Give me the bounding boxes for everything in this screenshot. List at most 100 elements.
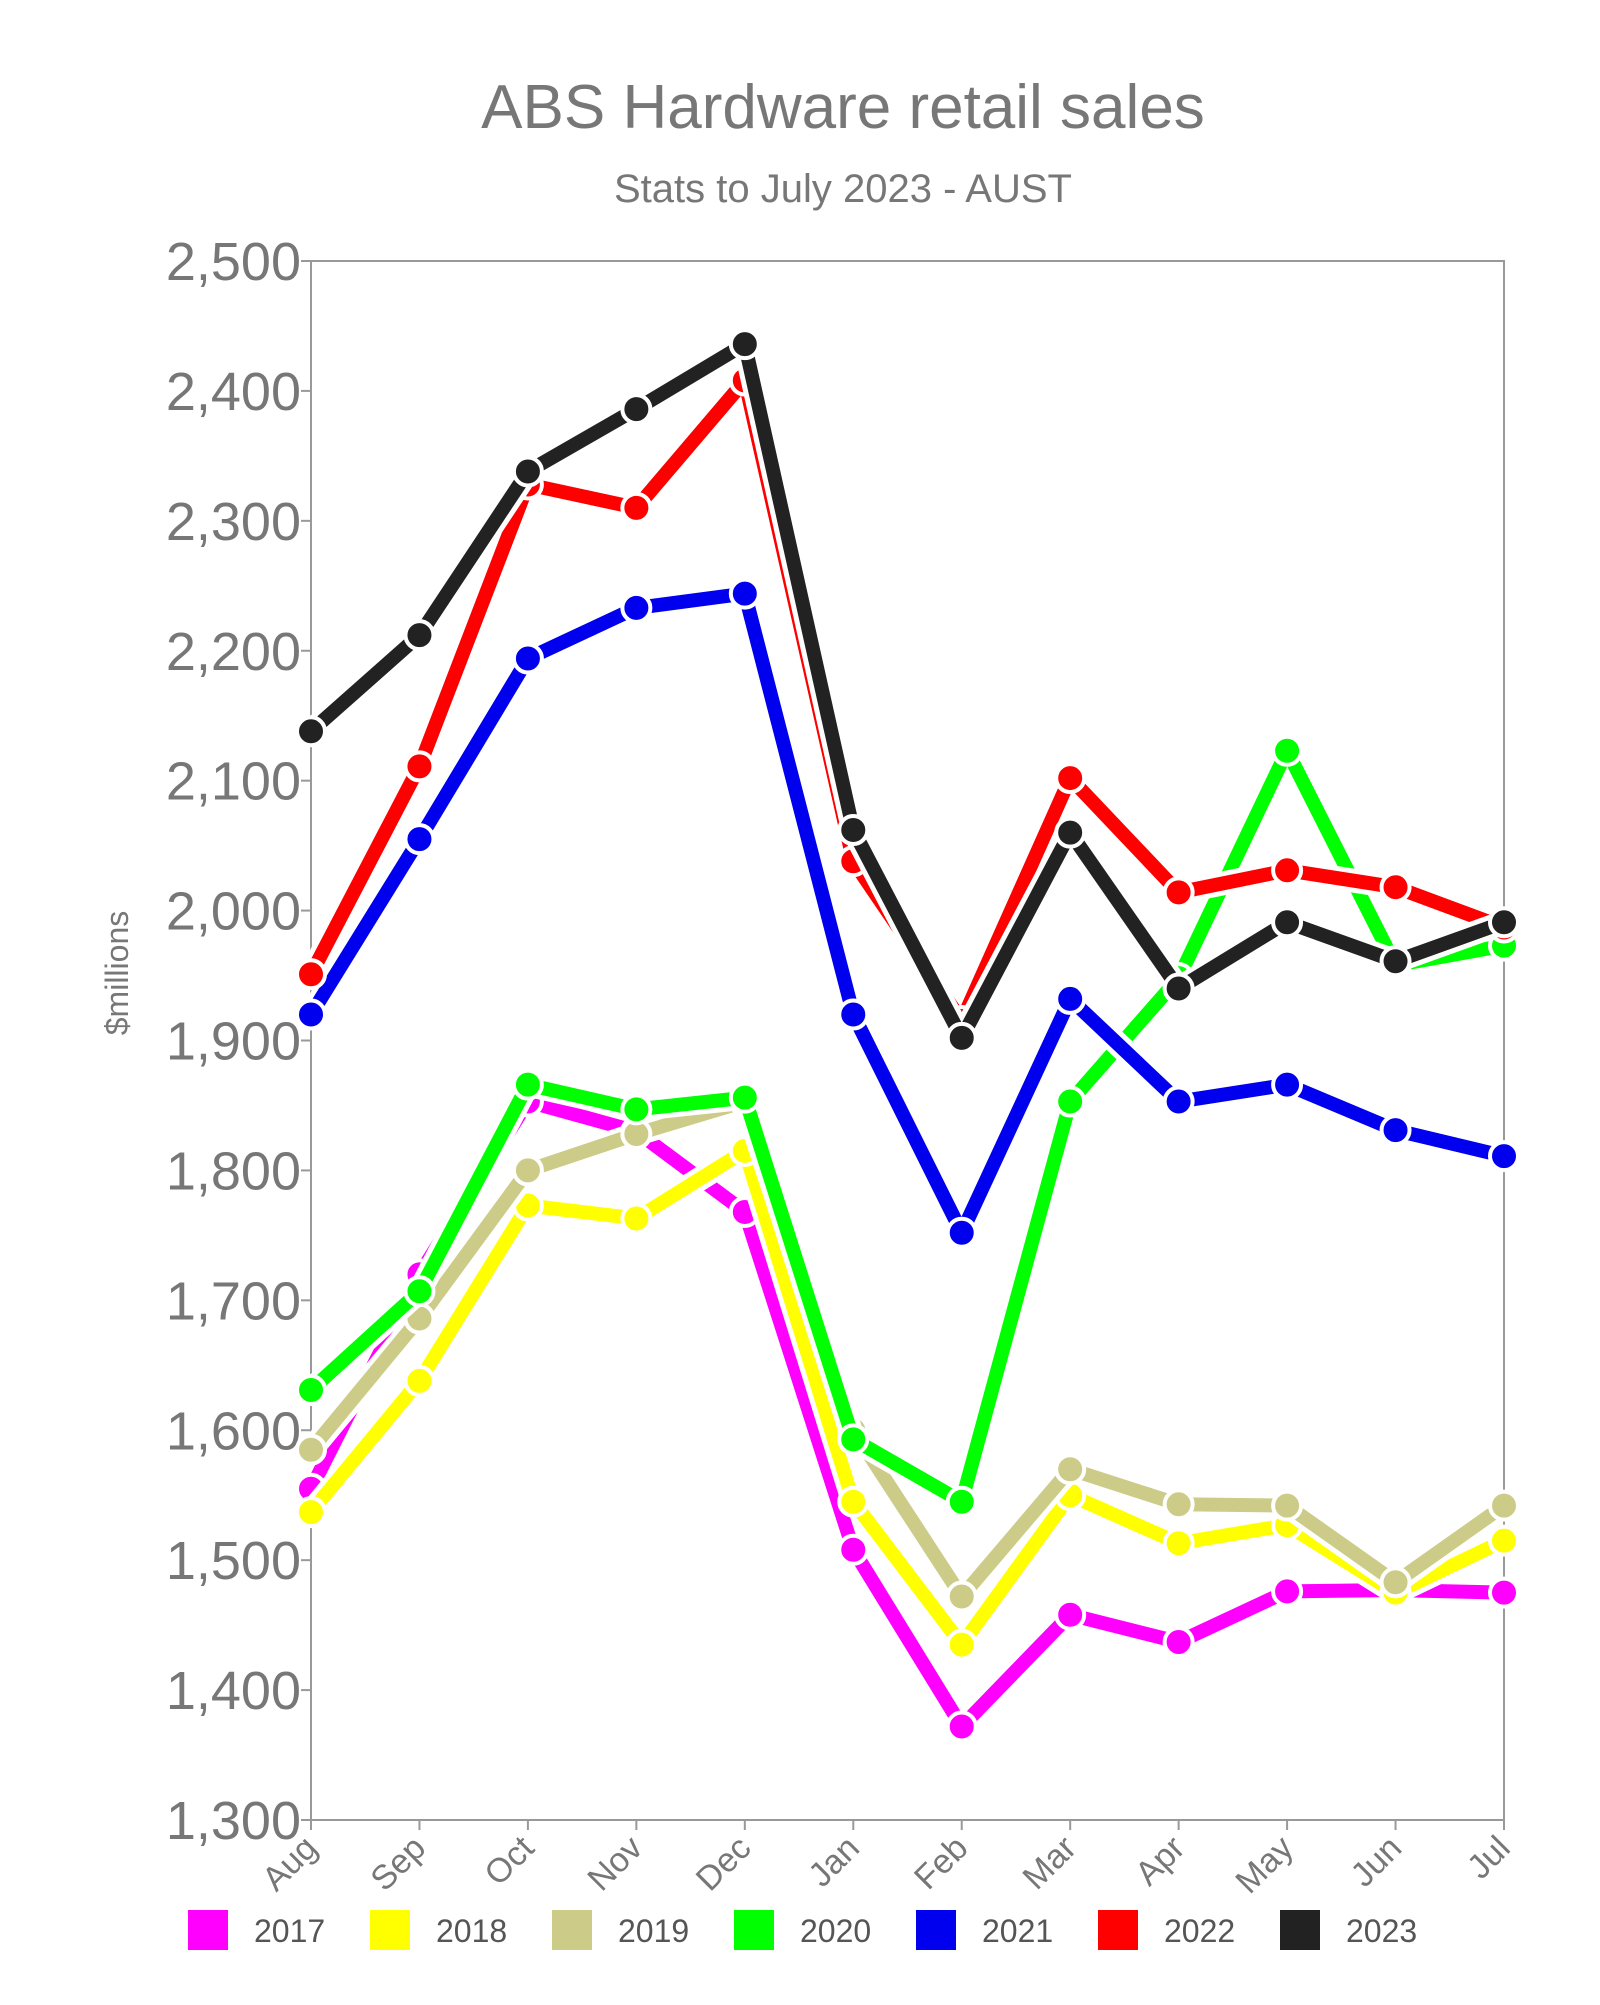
data-point <box>837 1423 870 1456</box>
x-tick-label: Apr <box>1128 1829 1192 1893</box>
y-tick-label: 1,800 <box>166 1141 301 1201</box>
x-tick-label: Feb <box>907 1829 975 1897</box>
y-tick-label: 1,300 <box>166 1791 301 1851</box>
data-point <box>295 1373 327 1406</box>
data-point <box>837 1533 870 1566</box>
data-point <box>945 1710 978 1743</box>
series-line <box>304 743 1511 1509</box>
data-point <box>1054 1453 1087 1486</box>
y-tick-label: 1,400 <box>166 1661 301 1721</box>
data-point <box>1162 1085 1195 1118</box>
x-tick-label: Oct <box>477 1828 542 1893</box>
data-point <box>403 1275 436 1308</box>
x-tick-label: Sep <box>363 1829 433 1899</box>
data-point <box>620 491 653 524</box>
data-point <box>1054 982 1087 1015</box>
legend-swatch <box>370 1910 410 1950</box>
data-point <box>511 1068 544 1101</box>
data-point <box>1488 1140 1520 1173</box>
data-point <box>945 1580 978 1613</box>
legend-label: 2022 <box>1164 1913 1235 1949</box>
series-2023 <box>295 328 1520 1054</box>
y-tick-label: 1,700 <box>166 1271 301 1331</box>
legend-swatch <box>552 1910 592 1950</box>
legend-swatch <box>1280 1910 1320 1950</box>
data-point <box>403 619 436 652</box>
data-point <box>403 750 436 783</box>
legend-label: 2023 <box>1346 1913 1417 1949</box>
data-point <box>1162 972 1195 1005</box>
x-tick-label: Dec <box>689 1829 759 1899</box>
chart-subtitle: Stats to July 2023 - AUST <box>614 167 1072 211</box>
legend-label: 2020 <box>800 1913 871 1949</box>
y-tick-label: 2,200 <box>166 622 301 682</box>
data-point <box>403 1364 436 1397</box>
y-tick-label: 1,600 <box>166 1401 301 1461</box>
data-point <box>1054 1598 1087 1631</box>
data-point <box>1379 1566 1412 1599</box>
legend-label: 2017 <box>254 1913 325 1949</box>
data-point <box>295 998 327 1031</box>
data-point <box>945 1216 978 1249</box>
data-point <box>728 577 761 610</box>
data-point <box>837 814 870 847</box>
data-point <box>1488 1524 1520 1557</box>
data-point <box>945 1485 978 1518</box>
data-point <box>1271 1068 1304 1101</box>
y-tick-label: 1,500 <box>166 1531 301 1591</box>
y-axis-label: $millions <box>99 911 135 1035</box>
data-point <box>1054 816 1087 849</box>
data-point <box>1162 1527 1195 1560</box>
x-tick-label: Jan <box>801 1829 867 1895</box>
y-tick-label: 2,000 <box>166 882 301 942</box>
data-point <box>620 591 653 624</box>
legend-label: 2021 <box>982 1913 1053 1949</box>
data-point <box>1271 1575 1304 1608</box>
data-point <box>1271 854 1304 887</box>
data-point <box>403 823 436 856</box>
series-layer <box>295 328 1520 1743</box>
y-tick-label: 2,100 <box>166 752 301 812</box>
legend-swatch <box>916 1910 956 1950</box>
series-line <box>304 1143 1511 1652</box>
data-point <box>295 1433 327 1466</box>
series-line <box>304 337 1511 1045</box>
data-point <box>728 328 761 361</box>
data-point <box>511 455 544 488</box>
data-point <box>1379 1114 1412 1147</box>
data-point <box>1162 1488 1195 1521</box>
x-tick-label: Jun <box>1344 1829 1410 1895</box>
data-point <box>1488 906 1520 939</box>
y-tick-label: 2,400 <box>166 362 301 422</box>
data-point <box>620 1093 653 1126</box>
data-point <box>728 1081 761 1114</box>
series-line <box>304 1094 1511 1734</box>
chart-title: ABS Hardware retail sales <box>481 73 1205 142</box>
series-2021 <box>295 577 1520 1249</box>
x-tick-label: Nov <box>580 1829 650 1899</box>
series-line <box>304 1094 1511 1604</box>
x-axis: Aug Sep Oct Nov Dec Jan Feb Mar Apr May Jun Jul <box>255 1820 1518 1901</box>
data-point <box>1271 1489 1304 1522</box>
data-point <box>511 642 544 675</box>
data-point <box>1054 1085 1087 1118</box>
x-tick-label: May <box>1228 1829 1300 1901</box>
data-point <box>945 1021 978 1054</box>
data-point <box>945 1628 978 1661</box>
legend-swatch <box>734 1910 774 1950</box>
y-tick-label: 2,500 <box>166 232 301 292</box>
data-point <box>1162 876 1195 909</box>
data-point <box>620 1202 653 1235</box>
data-point <box>1162 1626 1195 1659</box>
y-tick-label: 2,300 <box>166 492 301 552</box>
y-axis: 1,300 1,400 1,500 1,600 1,700 1,800 1,900 2,000… <box>166 232 311 1851</box>
legend-label: 2019 <box>618 1913 689 1949</box>
x-tick-label: Jul <box>1460 1829 1518 1887</box>
data-point <box>295 958 327 991</box>
data-point <box>1271 734 1304 767</box>
data-point <box>1054 762 1087 795</box>
data-point <box>1271 906 1304 939</box>
legend-swatch <box>188 1910 228 1950</box>
